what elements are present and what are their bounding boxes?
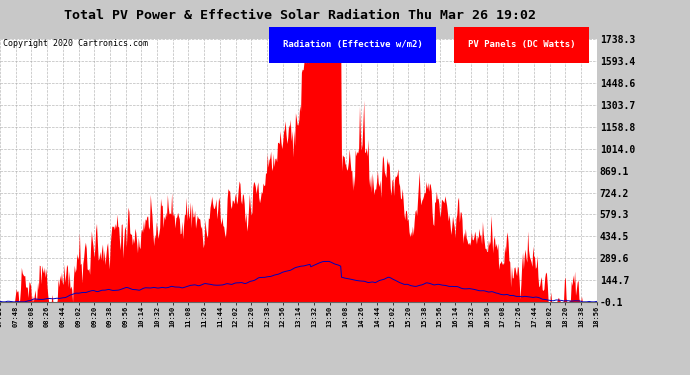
Text: Radiation (Effective w/m2): Radiation (Effective w/m2) xyxy=(283,40,423,49)
Text: PV Panels (DC Watts): PV Panels (DC Watts) xyxy=(468,40,575,49)
Text: Total PV Power & Effective Solar Radiation Thu Mar 26 19:02: Total PV Power & Effective Solar Radiati… xyxy=(64,9,536,22)
Text: Copyright 2020 Cartronics.com: Copyright 2020 Cartronics.com xyxy=(3,39,148,48)
